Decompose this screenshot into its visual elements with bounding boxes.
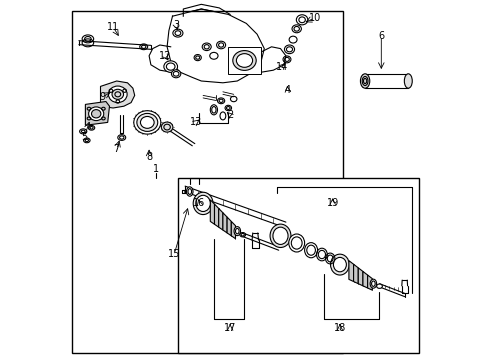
- Ellipse shape: [171, 70, 181, 78]
- Ellipse shape: [234, 227, 240, 236]
- Text: 1: 1: [153, 164, 159, 174]
- Polygon shape: [367, 275, 371, 290]
- Ellipse shape: [330, 254, 348, 275]
- Ellipse shape: [333, 257, 346, 272]
- Text: 9: 9: [99, 92, 105, 102]
- Ellipse shape: [376, 284, 382, 288]
- Ellipse shape: [404, 74, 411, 88]
- Polygon shape: [218, 208, 223, 230]
- Polygon shape: [72, 11, 343, 353]
- Polygon shape: [228, 47, 260, 74]
- Text: 4: 4: [284, 85, 290, 95]
- Ellipse shape: [193, 192, 213, 215]
- Ellipse shape: [88, 107, 103, 121]
- Text: 10: 10: [308, 13, 320, 23]
- Polygon shape: [223, 213, 226, 233]
- Text: 8: 8: [146, 152, 152, 162]
- Polygon shape: [358, 268, 362, 286]
- Polygon shape: [365, 74, 407, 88]
- Ellipse shape: [163, 61, 177, 72]
- Polygon shape: [362, 271, 367, 288]
- Polygon shape: [210, 200, 214, 224]
- Ellipse shape: [232, 51, 256, 71]
- Text: 19: 19: [326, 198, 338, 208]
- Text: 17: 17: [224, 323, 236, 333]
- Ellipse shape: [108, 86, 127, 103]
- Polygon shape: [101, 81, 134, 108]
- Text: 14: 14: [276, 62, 288, 72]
- Text: 6: 6: [377, 31, 384, 41]
- Ellipse shape: [134, 111, 161, 134]
- Ellipse shape: [196, 195, 210, 212]
- Text: 3: 3: [173, 20, 179, 30]
- Ellipse shape: [137, 113, 158, 131]
- Text: 5: 5: [81, 132, 87, 142]
- Polygon shape: [231, 221, 235, 239]
- Text: 7: 7: [113, 144, 120, 154]
- Ellipse shape: [269, 224, 290, 248]
- Ellipse shape: [140, 117, 154, 129]
- Ellipse shape: [239, 233, 245, 237]
- Text: 2: 2: [226, 110, 233, 120]
- Text: 16: 16: [193, 198, 205, 208]
- Polygon shape: [214, 204, 218, 227]
- Text: 11: 11: [107, 22, 119, 32]
- Ellipse shape: [161, 122, 172, 132]
- Ellipse shape: [91, 110, 101, 118]
- Polygon shape: [353, 264, 358, 284]
- Ellipse shape: [236, 54, 252, 67]
- Ellipse shape: [186, 187, 193, 196]
- Polygon shape: [178, 178, 418, 353]
- Text: 15: 15: [168, 249, 180, 259]
- Ellipse shape: [272, 227, 287, 244]
- Text: 13: 13: [189, 117, 202, 127]
- Ellipse shape: [112, 89, 123, 99]
- Ellipse shape: [118, 135, 125, 140]
- Polygon shape: [226, 217, 231, 236]
- Polygon shape: [167, 9, 264, 83]
- Ellipse shape: [360, 74, 369, 88]
- Text: 18: 18: [333, 323, 346, 333]
- Text: 12: 12: [159, 51, 171, 61]
- Polygon shape: [348, 261, 353, 282]
- Polygon shape: [85, 102, 109, 125]
- Ellipse shape: [369, 279, 376, 288]
- Ellipse shape: [288, 234, 304, 252]
